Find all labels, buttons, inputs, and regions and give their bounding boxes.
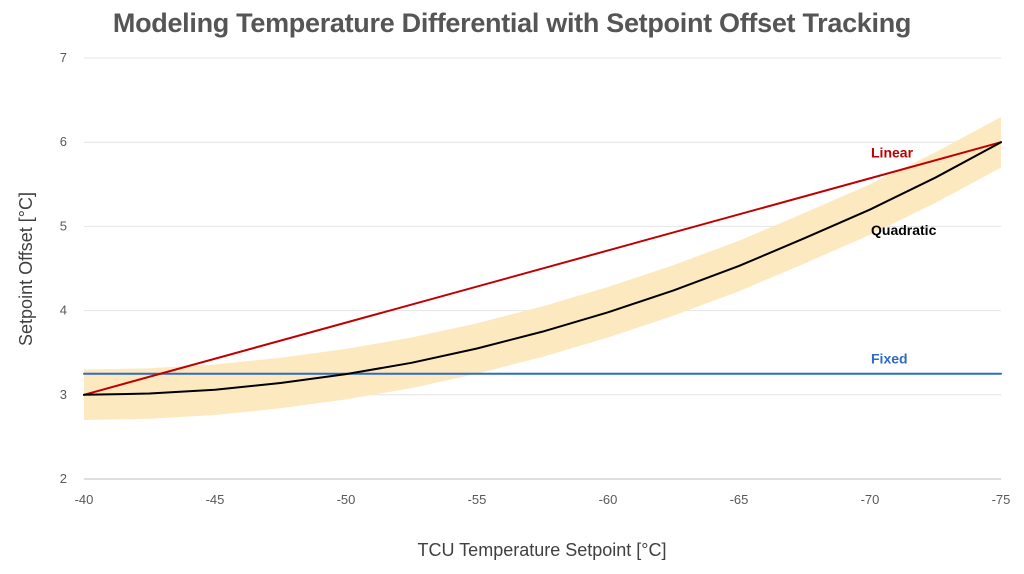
x-tick-label: -45 <box>206 492 225 507</box>
x-tick-label: -65 <box>730 492 749 507</box>
quadratic-series-label: Quadratic <box>871 222 937 238</box>
fixed-series-label: Fixed <box>871 351 908 367</box>
linear-series-label: Linear <box>871 144 914 160</box>
x-tick-label: -40 <box>75 492 94 507</box>
quadratic-band <box>84 116 1001 421</box>
x-tick-label: -70 <box>861 492 880 507</box>
series-lines <box>83 141 1002 396</box>
y-tick-label: 2 <box>60 471 67 486</box>
y-tick-label: 5 <box>60 218 67 233</box>
x-tick-label: -75 <box>992 492 1011 507</box>
y-tick-label: 3 <box>60 387 67 402</box>
chart-title: Modeling Temperature Differential with S… <box>112 8 912 38</box>
x-axis-title: TCU Temperature Setpoint [°C] <box>418 540 667 560</box>
y-tick-label: 4 <box>60 303 67 318</box>
confidence-band <box>84 116 1001 421</box>
linear-series-line <box>83 141 1002 396</box>
x-tick-label: -50 <box>337 492 356 507</box>
y-tick-label: 6 <box>60 134 67 149</box>
axes: 2 3 4 5 6 7 -40 -45 -50 -55 -60 -65 -70 -75 <box>60 50 1011 507</box>
x-tick-label: -55 <box>468 492 487 507</box>
y-axis-title: Setpoint Offset [°C] <box>16 192 36 346</box>
quadratic-series-line <box>83 141 1002 396</box>
y-tick-label: 7 <box>60 50 67 65</box>
x-tick-label: -60 <box>599 492 618 507</box>
series-labels: Linear Quadratic Fixed <box>871 144 937 366</box>
